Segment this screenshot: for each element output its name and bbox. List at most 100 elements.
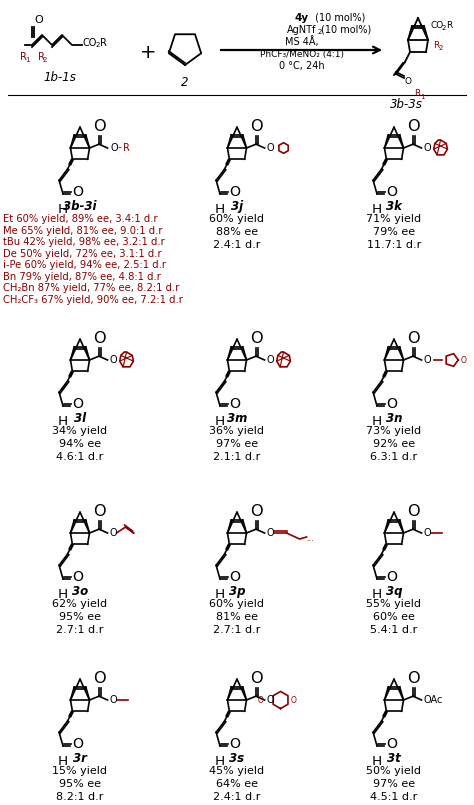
Text: O: O: [266, 695, 274, 705]
Text: 3s: 3s: [229, 752, 245, 765]
Text: 3r: 3r: [73, 752, 87, 765]
Text: H: H: [58, 755, 68, 768]
Text: 60% yield: 60% yield: [210, 599, 264, 609]
Text: (10 mol%): (10 mol%): [312, 13, 365, 23]
Text: 2.7:1 d.r: 2.7:1 d.r: [56, 625, 104, 635]
Text: O: O: [93, 504, 105, 518]
Text: 2: 2: [43, 57, 47, 63]
Text: 3q: 3q: [386, 585, 402, 598]
Text: 79% ee: 79% ee: [373, 227, 415, 237]
Text: 3p: 3p: [229, 585, 245, 598]
Text: 60% yield: 60% yield: [210, 214, 264, 224]
Text: R: R: [414, 89, 420, 98]
Text: 4y: 4y: [295, 13, 309, 23]
Text: O: O: [73, 397, 83, 411]
Text: O: O: [34, 15, 43, 25]
Text: OAc: OAc: [424, 695, 443, 705]
Text: MS 4Å,: MS 4Å,: [285, 36, 319, 47]
Text: 2: 2: [96, 42, 100, 48]
Text: R: R: [433, 40, 439, 49]
Text: (10 mol%): (10 mol%): [321, 25, 371, 35]
Text: 97% ee: 97% ee: [373, 779, 415, 789]
Text: H: H: [372, 755, 382, 768]
Text: -: -: [118, 142, 121, 152]
Text: 2.7:1 d.r: 2.7:1 d.r: [213, 625, 261, 635]
Text: De 50% yield, 72% ee, 3.1:1 d.r: De 50% yield, 72% ee, 3.1:1 d.r: [3, 249, 162, 258]
Text: O: O: [109, 695, 117, 705]
Text: PhCF₃/MeNO₂ (4:1): PhCF₃/MeNO₂ (4:1): [260, 49, 344, 59]
Text: Me 65% yield, 81% ee, 9.0:1 d.r: Me 65% yield, 81% ee, 9.0:1 d.r: [3, 225, 163, 236]
Text: 3m: 3m: [227, 412, 247, 425]
Text: 95% ee: 95% ee: [59, 779, 101, 789]
Text: R: R: [446, 22, 452, 31]
Text: 64% ee: 64% ee: [216, 779, 258, 789]
Text: 11.7:1 d.r: 11.7:1 d.r: [367, 240, 421, 250]
Text: O: O: [229, 397, 240, 411]
Text: O: O: [93, 118, 105, 134]
Text: CO: CO: [83, 38, 97, 48]
Text: 4.5:1 d.r: 4.5:1 d.r: [370, 792, 418, 802]
Text: 3k: 3k: [386, 200, 402, 213]
Text: 6.3:1 d.r: 6.3:1 d.r: [371, 452, 418, 462]
Text: 3t: 3t: [387, 752, 401, 765]
Text: CO: CO: [431, 22, 444, 31]
Text: O: O: [73, 184, 83, 199]
Text: 3j: 3j: [231, 200, 243, 213]
Text: 2: 2: [318, 29, 322, 35]
Text: 3b-3i: 3b-3i: [63, 200, 97, 213]
Text: 94% ee: 94% ee: [59, 439, 101, 449]
Text: O: O: [266, 143, 274, 153]
Text: i-Pe 60% yield, 94% ee, 2.5:1 d.r: i-Pe 60% yield, 94% ee, 2.5:1 d.r: [3, 260, 166, 270]
Text: 2: 2: [439, 45, 443, 51]
Text: O: O: [424, 355, 431, 365]
Text: O: O: [73, 737, 83, 750]
Text: 2.1:1 d.r: 2.1:1 d.r: [213, 452, 261, 462]
Text: CH₂CF₃ 67% yield, 90% ee, 7.2:1 d.r: CH₂CF₃ 67% yield, 90% ee, 7.2:1 d.r: [3, 295, 183, 304]
Text: O: O: [407, 504, 419, 518]
Text: 88% ee: 88% ee: [216, 227, 258, 237]
Text: R: R: [20, 52, 27, 62]
Text: O: O: [424, 528, 431, 538]
Text: CH₂Bn 87% yield, 77% ee, 8.2:1 d.r: CH₂Bn 87% yield, 77% ee, 8.2:1 d.r: [3, 283, 179, 293]
Text: H: H: [58, 588, 68, 601]
Text: +: +: [140, 43, 156, 63]
Text: 34% yield: 34% yield: [53, 426, 108, 436]
Text: O: O: [266, 355, 274, 365]
Text: 1b-1s: 1b-1s: [44, 71, 76, 84]
Text: O: O: [407, 118, 419, 134]
Text: H: H: [372, 588, 382, 601]
Text: Bn 79% yield, 87% ee, 4.8:1 d.r: Bn 79% yield, 87% ee, 4.8:1 d.r: [3, 271, 161, 282]
Text: H: H: [215, 588, 225, 601]
Text: H: H: [215, 203, 225, 216]
Text: H: H: [372, 415, 382, 428]
Text: H: H: [58, 203, 68, 216]
Text: H: H: [215, 755, 225, 768]
Text: O: O: [386, 397, 398, 411]
Text: O: O: [386, 737, 398, 750]
Text: 55% yield: 55% yield: [366, 599, 421, 609]
Text: 81% ee: 81% ee: [216, 612, 258, 622]
Text: 2: 2: [181, 76, 189, 89]
Text: R: R: [100, 38, 107, 48]
Text: 45% yield: 45% yield: [210, 766, 264, 776]
Text: 15% yield: 15% yield: [53, 766, 108, 776]
Text: O: O: [229, 570, 240, 584]
Text: O: O: [386, 184, 398, 199]
Text: 92% ee: 92% ee: [373, 439, 415, 449]
Text: Et 60% yield, 89% ee, 3.4:1 d.r: Et 60% yield, 89% ee, 3.4:1 d.r: [3, 214, 158, 224]
Text: 73% yield: 73% yield: [366, 426, 421, 436]
Text: tBu 42% yield, 98% ee, 3.2:1 d.r: tBu 42% yield, 98% ee, 3.2:1 d.r: [3, 237, 165, 247]
Text: 2.4:1 d.r: 2.4:1 d.r: [213, 240, 261, 250]
Text: O: O: [250, 331, 262, 345]
Text: O: O: [109, 528, 117, 538]
Text: O: O: [258, 696, 264, 704]
Text: O: O: [93, 671, 105, 686]
Text: 36% yield: 36% yield: [210, 426, 264, 436]
Text: 1: 1: [25, 57, 29, 63]
Text: H: H: [215, 415, 225, 428]
Text: 60% ee: 60% ee: [373, 612, 415, 622]
Text: O: O: [250, 504, 262, 518]
Text: 0 °C, 24h: 0 °C, 24h: [279, 61, 325, 71]
Text: O: O: [424, 143, 431, 153]
Text: 97% ee: 97% ee: [216, 439, 258, 449]
